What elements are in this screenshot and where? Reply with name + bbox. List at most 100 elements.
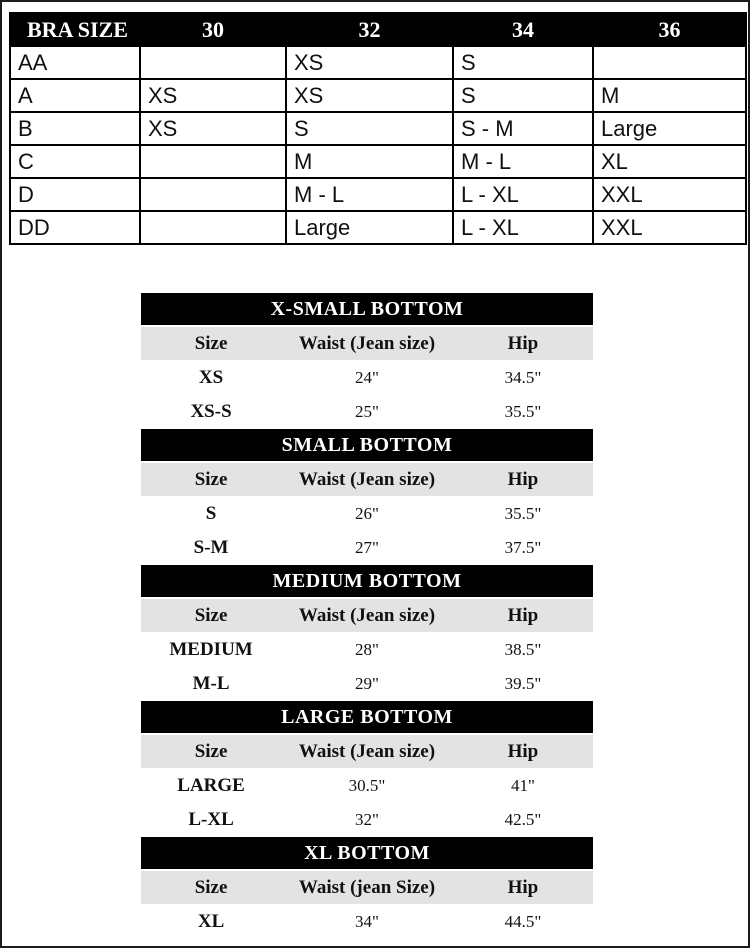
column-header-waist: Waist (Jean size)	[298, 604, 436, 626]
cell-size: S-M	[193, 537, 229, 558]
cell-size: XS-S	[190, 401, 232, 422]
table-row-c: C M M - L XL	[9, 144, 747, 179]
cell-hip: 38.5"	[504, 640, 542, 659]
section-medium-bottom: MEDIUM BOTTOM Size Waist (Jean size) Hip…	[141, 565, 593, 701]
cell-band-34: M - L	[452, 144, 594, 179]
cell-cup: DD	[9, 210, 141, 245]
cell-size: M-L	[192, 673, 230, 694]
table-row: XL 34" 44.5"	[141, 905, 593, 939]
cell-hip: 37.5"	[504, 538, 542, 557]
column-header-waist: Waist (Jean size)	[298, 332, 436, 354]
cell-cup: D	[9, 177, 141, 212]
cell-waist: 26"	[355, 504, 379, 523]
cell-band-36: XXL	[592, 177, 747, 212]
table-row-dd: DD Large L - XL XXL	[9, 210, 747, 245]
cell-hip: 44.5"	[504, 912, 542, 931]
cell-band-36: Large	[592, 111, 747, 146]
cell-waist: 30.5"	[348, 776, 386, 795]
section-header-row: Size Waist (Jean size) Hip	[141, 735, 593, 768]
table-row-a: A XS XS S M	[9, 78, 747, 113]
column-header-waist: Waist (Jean size)	[298, 740, 436, 762]
column-header-size: Size	[194, 604, 228, 626]
column-header-hip: Hip	[507, 876, 539, 898]
cell-size: L-XL	[188, 809, 234, 830]
section-small-bottom: SMALL BOTTOM Size Waist (Jean size) Hip …	[141, 429, 593, 565]
column-header-hip: Hip	[507, 468, 539, 490]
cell-cup: C	[9, 144, 141, 179]
cell-band-32: M	[285, 144, 454, 179]
section-xl-bottom: XL BOTTOM Size Waist (jean Size) Hip XL …	[141, 837, 593, 939]
bra-size-header-32: 32	[285, 12, 454, 47]
cell-waist: 32"	[355, 810, 379, 829]
cell-waist: 28"	[355, 640, 379, 659]
table-row: MEDIUM 28" 38.5"	[141, 633, 593, 667]
bra-size-header-30: 30	[139, 12, 287, 47]
cell-band-32: S	[285, 111, 454, 146]
table-row: XS 24" 34.5"	[141, 361, 593, 395]
cell-size: XS	[198, 367, 224, 388]
section-header-row: Size Waist (Jean size) Hip	[141, 599, 593, 632]
column-header-hip: Hip	[507, 604, 539, 626]
cell-band-30	[139, 210, 287, 245]
cell-band-32: Large	[285, 210, 454, 245]
cell-band-32: XS	[285, 45, 454, 80]
cell-band-34: S	[452, 45, 594, 80]
cell-hip: 35.5"	[504, 504, 542, 523]
cell-band-30	[139, 144, 287, 179]
cell-size: LARGE	[177, 775, 245, 796]
cell-waist: 25"	[355, 402, 379, 421]
table-row: S 26" 35.5"	[141, 497, 593, 531]
bra-size-header-label: BRA SIZE	[9, 12, 141, 47]
section-xsmall-bottom: X-SMALL BOTTOM Size Waist (Jean size) Hi…	[141, 293, 593, 429]
bra-size-header-34: 34	[452, 12, 594, 47]
cell-band-36: XXL	[592, 210, 747, 245]
cell-hip: 39.5"	[504, 674, 542, 693]
section-title: XL BOTTOM	[141, 837, 593, 869]
cell-band-30: XS	[139, 111, 287, 146]
column-header-waist: Waist (jean Size)	[298, 876, 436, 898]
table-row: XS-S 25" 35.5"	[141, 395, 593, 429]
cell-band-32: XS	[285, 78, 454, 113]
cell-hip: 42.5"	[504, 810, 542, 829]
column-header-size: Size	[194, 332, 228, 354]
table-row: M-L 29" 39.5"	[141, 667, 593, 701]
column-header-hip: Hip	[507, 740, 539, 762]
table-row-d: D M - L L - XL XXL	[9, 177, 747, 212]
table-row-b: B XS S S - M Large	[9, 111, 747, 146]
cell-size: XL	[197, 911, 225, 932]
bottom-size-sections: X-SMALL BOTTOM Size Waist (Jean size) Hi…	[141, 293, 593, 939]
cell-hip: 35.5"	[504, 402, 542, 421]
bra-size-header-row: BRA SIZE 30 32 34 36	[9, 12, 747, 47]
cell-band-32: M - L	[285, 177, 454, 212]
cell-band-30	[139, 177, 287, 212]
table-row: LARGE 30.5" 41"	[141, 769, 593, 803]
cell-band-34: S	[452, 78, 594, 113]
cell-cup: A	[9, 78, 141, 113]
cell-cup: AA	[9, 45, 141, 80]
table-row: L-XL 32" 42.5"	[141, 803, 593, 837]
cell-band-30	[139, 45, 287, 80]
cell-band-36	[592, 45, 747, 80]
section-header-row: Size Waist (Jean size) Hip	[141, 463, 593, 496]
column-header-size: Size	[194, 468, 228, 490]
section-header-row: Size Waist (Jean size) Hip	[141, 327, 593, 360]
cell-waist: 29"	[355, 674, 379, 693]
cell-band-34: L - XL	[452, 177, 594, 212]
column-header-hip: Hip	[507, 332, 539, 354]
section-large-bottom: LARGE BOTTOM Size Waist (Jean size) Hip …	[141, 701, 593, 837]
bra-size-table: BRA SIZE 30 32 34 36 AA XS S A XS XS S M	[9, 12, 747, 245]
section-title: LARGE BOTTOM	[141, 701, 593, 733]
section-title: MEDIUM BOTTOM	[141, 565, 593, 597]
cell-waist: 24"	[355, 368, 379, 387]
column-header-size: Size	[194, 876, 228, 898]
cell-waist: 34"	[355, 912, 379, 931]
section-title: SMALL BOTTOM	[141, 429, 593, 461]
cell-cup: B	[9, 111, 141, 146]
section-title: X-SMALL BOTTOM	[141, 293, 593, 325]
cell-waist: 27"	[355, 538, 379, 557]
table-row-aa: AA XS S	[9, 45, 747, 80]
bra-size-header-36: 36	[592, 12, 747, 47]
cell-size: MEDIUM	[169, 639, 253, 660]
cell-band-30: XS	[139, 78, 287, 113]
